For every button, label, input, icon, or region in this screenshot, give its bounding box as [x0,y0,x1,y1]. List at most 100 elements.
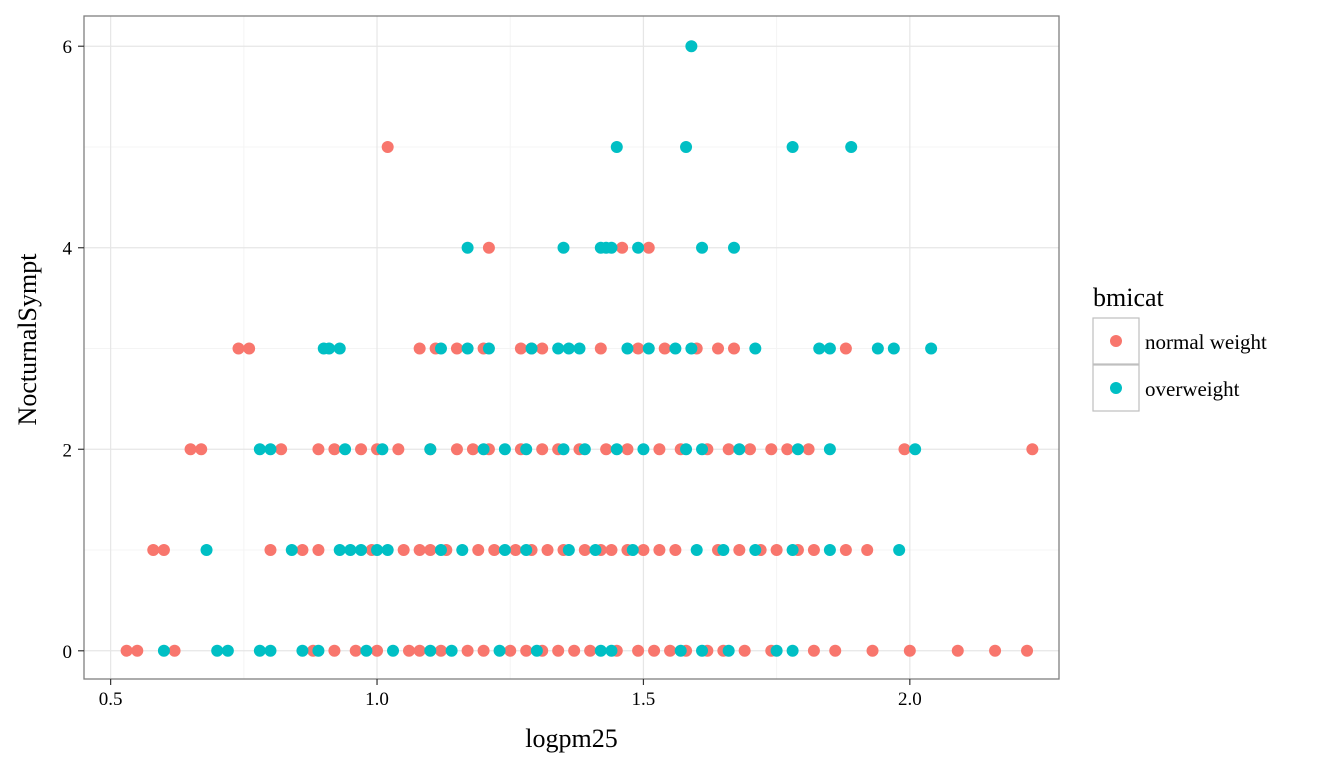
point-normal-weight [371,644,384,657]
x-tick-label: 2.0 [898,689,922,710]
legend-swatch-overweight [1110,382,1122,394]
point-normal-weight [434,644,447,657]
point-normal-weight [482,241,495,254]
point-normal-weight [584,644,597,657]
point-normal-weight [488,544,501,557]
point-overweight [434,342,447,355]
point-overweight [456,544,469,557]
point-overweight [221,644,234,657]
point-normal-weight [466,443,479,456]
point-normal-weight [743,443,756,456]
point-normal-weight [829,644,842,657]
point-overweight [674,644,687,657]
point-normal-weight [296,544,309,557]
point-overweight [717,544,730,557]
point-normal-weight [632,342,645,355]
point-overweight [733,443,746,456]
point-overweight [557,443,570,456]
point-normal-weight [541,544,554,557]
point-normal-weight [594,342,607,355]
point-overweight [296,644,309,657]
point-normal-weight [600,443,613,456]
point-overweight [887,342,900,355]
point-overweight [264,443,277,456]
point-overweight [685,40,698,53]
point-normal-weight [839,544,852,557]
point-normal-weight [616,241,629,254]
point-overweight [823,544,836,557]
point-normal-weight [450,443,463,456]
point-overweight [157,644,170,657]
point-normal-weight [637,544,650,557]
point-normal-weight [728,342,740,355]
point-overweight [562,342,575,355]
point-normal-weight [839,342,852,355]
point-normal-weight [653,544,666,557]
point-overweight [200,544,213,557]
point-overweight [376,443,389,456]
point-overweight [594,644,607,657]
point-overweight [680,443,693,456]
point-normal-weight [120,644,133,657]
point-normal-weight [669,544,682,557]
point-overweight [477,443,490,456]
point-overweight [696,241,709,254]
point-normal-weight [381,140,394,153]
point-overweight [845,140,858,153]
point-overweight [520,443,533,456]
point-overweight [253,644,266,657]
point-normal-weight [1026,443,1039,456]
point-normal-weight [642,241,655,254]
point-normal-weight [275,443,288,456]
point-normal-weight [168,644,181,657]
point-normal-weight [951,644,964,657]
point-overweight [498,544,511,557]
point-overweight [770,644,783,657]
point-normal-weight [131,644,144,657]
point-overweight [589,544,602,557]
point-normal-weight [770,544,783,557]
point-overweight [381,544,394,557]
point-normal-weight [403,644,415,657]
point-normal-weight [184,443,197,456]
point-overweight [211,644,224,657]
legend-label-overweight: overweight [1145,377,1240,401]
point-normal-weight [733,544,746,557]
point-normal-weight [243,342,256,355]
point-overweight [333,544,346,557]
point-normal-weight [536,443,549,456]
point-overweight [387,644,400,657]
point-normal-weight [504,644,517,657]
point-overweight [632,241,645,254]
point-overweight [722,644,735,657]
point-overweight [893,544,906,557]
point-normal-weight [328,443,341,456]
point-normal-weight [989,644,1002,657]
point-normal-weight [424,544,437,557]
point-overweight [253,443,266,456]
point-normal-weight [658,342,671,355]
point-overweight [461,342,474,355]
point-normal-weight [312,544,325,557]
x-tick-label: 1.5 [632,689,656,710]
point-normal-weight [722,443,735,456]
point-normal-weight [355,443,368,456]
point-normal-weight [807,544,820,557]
point-overweight [791,443,804,456]
point-normal-weight [648,644,661,657]
point-normal-weight [413,644,426,657]
point-overweight [344,544,357,557]
point-overweight [823,342,836,355]
point-overweight [749,342,762,355]
x-tick-label: 1.0 [365,689,389,710]
point-overweight [669,342,682,355]
point-overweight [786,544,799,557]
point-normal-weight [605,544,618,557]
y-tick-label: 6 [63,37,73,58]
point-overweight [610,443,623,456]
point-overweight [333,342,346,355]
point-overweight [424,644,437,657]
point-overweight [264,644,277,657]
point-normal-weight [903,644,916,657]
point-overweight [557,241,570,254]
